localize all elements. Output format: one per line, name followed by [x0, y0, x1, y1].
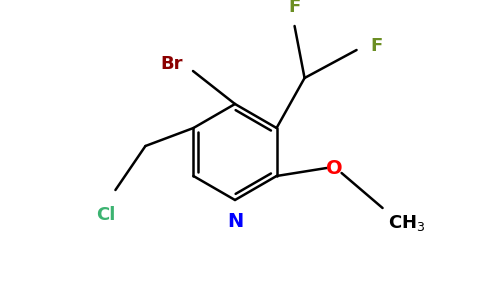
Text: Br: Br — [161, 55, 183, 73]
Text: O: O — [326, 158, 343, 178]
Text: F: F — [371, 37, 383, 55]
Text: Cl: Cl — [96, 206, 115, 224]
Text: CH$_3$: CH$_3$ — [388, 213, 425, 233]
Text: N: N — [227, 212, 243, 231]
Text: F: F — [288, 0, 301, 16]
